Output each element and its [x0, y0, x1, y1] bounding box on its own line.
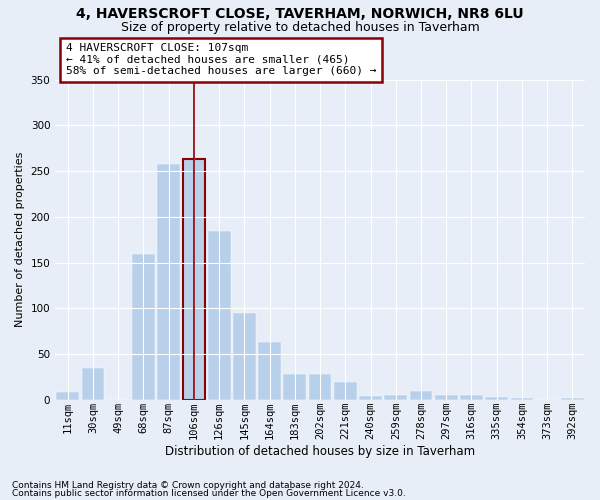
Bar: [258, 342, 281, 400]
Text: Contains HM Land Registry data © Crown copyright and database right 2024.: Contains HM Land Registry data © Crown c…: [12, 481, 364, 490]
Text: Size of property relative to detached houses in Taverham: Size of property relative to detached ho…: [121, 21, 479, 34]
Bar: [561, 398, 584, 400]
Bar: [182, 159, 205, 400]
Bar: [435, 394, 458, 400]
Bar: [385, 396, 407, 400]
Bar: [56, 392, 79, 400]
Text: Contains public sector information licensed under the Open Government Licence v3: Contains public sector information licen…: [12, 488, 406, 498]
Bar: [82, 368, 104, 400]
Bar: [233, 313, 256, 400]
Bar: [460, 396, 483, 400]
Bar: [157, 164, 180, 400]
Text: 4, HAVERSCROFT CLOSE, TAVERHAM, NORWICH, NR8 6LU: 4, HAVERSCROFT CLOSE, TAVERHAM, NORWICH,…: [76, 8, 524, 22]
Bar: [410, 391, 433, 400]
Bar: [309, 374, 331, 400]
Bar: [283, 374, 306, 400]
Bar: [511, 398, 533, 400]
Text: 4 HAVERSCROFT CLOSE: 107sqm
← 41% of detached houses are smaller (465)
58% of se: 4 HAVERSCROFT CLOSE: 107sqm ← 41% of det…: [66, 43, 376, 76]
Y-axis label: Number of detached properties: Number of detached properties: [15, 152, 25, 328]
Bar: [208, 230, 230, 400]
Bar: [132, 254, 155, 400]
Bar: [334, 382, 356, 400]
Bar: [485, 398, 508, 400]
Bar: [359, 396, 382, 400]
X-axis label: Distribution of detached houses by size in Taverham: Distribution of detached houses by size …: [165, 444, 475, 458]
